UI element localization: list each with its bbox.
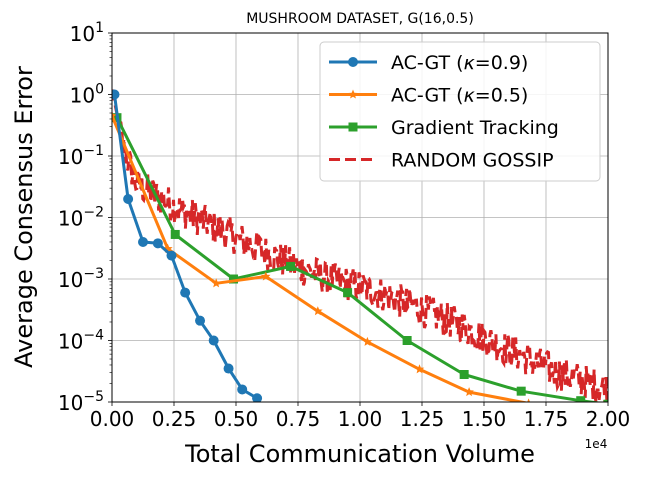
y-tick-label: 100 bbox=[70, 82, 104, 108]
data-point bbox=[229, 274, 239, 284]
data-point bbox=[195, 315, 206, 326]
data-point bbox=[170, 229, 180, 239]
series-random-gossip bbox=[112, 89, 608, 402]
legend-marker bbox=[348, 57, 358, 67]
series-ac-gt-0-9- bbox=[112, 89, 263, 402]
legend-box bbox=[319, 41, 601, 182]
data-point bbox=[516, 386, 526, 396]
y-tick-label: 10−2 bbox=[58, 205, 104, 231]
data-point bbox=[362, 336, 373, 346]
legend-entry: Gradient Tracking bbox=[329, 117, 559, 139]
data-point bbox=[123, 193, 134, 204]
data-point bbox=[180, 287, 191, 298]
y-tick-label: 10−1 bbox=[58, 143, 104, 169]
data-point bbox=[343, 288, 353, 298]
y-tick-base: 10 bbox=[58, 207, 83, 231]
y-tick-exponent: −1 bbox=[83, 143, 104, 159]
data-point bbox=[464, 387, 474, 397]
data-point bbox=[252, 393, 263, 402]
data-point bbox=[576, 396, 586, 402]
y-tick-label: 10−3 bbox=[58, 266, 104, 292]
x-tick-label: 1.50 bbox=[462, 407, 507, 431]
x-offset-label: 1e4 bbox=[585, 437, 608, 451]
x-tick-label: 0.25 bbox=[152, 407, 197, 431]
y-tick-exponent: −2 bbox=[83, 205, 104, 221]
y-tick-base: 10 bbox=[70, 84, 95, 108]
x-tick-label: 1.75 bbox=[524, 407, 569, 431]
y-tick-label: 101 bbox=[70, 20, 104, 46]
data-point bbox=[414, 364, 425, 374]
y-tick-base: 10 bbox=[58, 391, 83, 415]
y-tick-base: 10 bbox=[70, 22, 95, 46]
x-tick-label: 2.00 bbox=[586, 407, 631, 431]
x-tick-label: 0.00 bbox=[90, 407, 135, 431]
data-point bbox=[211, 278, 221, 288]
data-point bbox=[223, 363, 234, 374]
legend-label-part: κ bbox=[464, 85, 476, 107]
y-tick-exponent: −4 bbox=[83, 328, 104, 344]
y-tick-label: 10−4 bbox=[58, 328, 104, 354]
data-point bbox=[261, 271, 271, 281]
axis-ticks: 0.00 0.25 0.50 0.75 1.00 1.25 1.50 1.75 2.0010−5… bbox=[58, 20, 630, 431]
legend-label: AC-GT (κ=0.9) bbox=[391, 52, 528, 74]
series-line bbox=[115, 117, 603, 402]
x-axis-label: Total Communication Volume bbox=[184, 440, 535, 468]
series-layer bbox=[112, 89, 608, 402]
legend-label-part: AC-GT ( bbox=[391, 52, 464, 74]
data-point bbox=[286, 261, 296, 271]
x-tick-label: 0.75 bbox=[276, 407, 321, 431]
legend-label: AC-GT (κ=0.5) bbox=[391, 85, 528, 107]
legend-label: RANDOM GOSSIP bbox=[391, 150, 554, 172]
legend-entry: AC-GT (κ=0.5) bbox=[329, 85, 528, 107]
legend: AC-GT (κ=0.9)AC-GT (κ=0.5)Gradient Track… bbox=[319, 41, 601, 182]
data-point bbox=[402, 336, 412, 345]
chart-title: MUSHROOM DATASET, G(16,0.5) bbox=[246, 11, 474, 27]
gossip-line bbox=[112, 89, 608, 402]
x-tick-label: 0.50 bbox=[214, 407, 259, 431]
legend-label: Gradient Tracking bbox=[391, 117, 559, 139]
x-tick-label: 1.00 bbox=[338, 407, 383, 431]
y-tick-base: 10 bbox=[58, 330, 83, 354]
legend-label-part: κ bbox=[464, 52, 476, 74]
data-point bbox=[112, 89, 120, 100]
y-tick-base: 10 bbox=[58, 145, 83, 169]
y-tick-base: 10 bbox=[58, 268, 83, 292]
data-point bbox=[208, 335, 219, 346]
y-tick-exponent: 0 bbox=[95, 82, 104, 98]
data-point bbox=[313, 306, 323, 316]
data-point bbox=[166, 250, 177, 261]
series-ac-gt-0-5- bbox=[112, 110, 534, 402]
data-point bbox=[603, 399, 608, 402]
y-axis-label: Average Consensus Error bbox=[10, 66, 38, 368]
legend-label-part: =0.5) bbox=[475, 85, 529, 107]
legend-label-part: =0.9) bbox=[475, 52, 529, 74]
y-tick-exponent: 1 bbox=[95, 20, 104, 36]
data-point bbox=[163, 243, 173, 253]
data-point bbox=[138, 236, 148, 247]
legend-label-part: AC-GT ( bbox=[391, 85, 464, 107]
legend-entry: AC-GT (κ=0.9) bbox=[329, 52, 528, 74]
data-point bbox=[523, 398, 534, 402]
y-tick-label: 10−5 bbox=[58, 389, 104, 415]
y-tick-exponent: −3 bbox=[83, 266, 104, 282]
y-tick-exponent: −5 bbox=[83, 389, 104, 405]
x-tick-label: 1.25 bbox=[400, 407, 445, 431]
data-point bbox=[112, 110, 117, 120]
legend-marker bbox=[348, 122, 358, 132]
data-point bbox=[459, 369, 469, 379]
data-point bbox=[237, 384, 248, 395]
legend-entry: RANDOM GOSSIP bbox=[329, 150, 554, 172]
legend-marker bbox=[348, 89, 358, 99]
data-point bbox=[152, 238, 163, 249]
